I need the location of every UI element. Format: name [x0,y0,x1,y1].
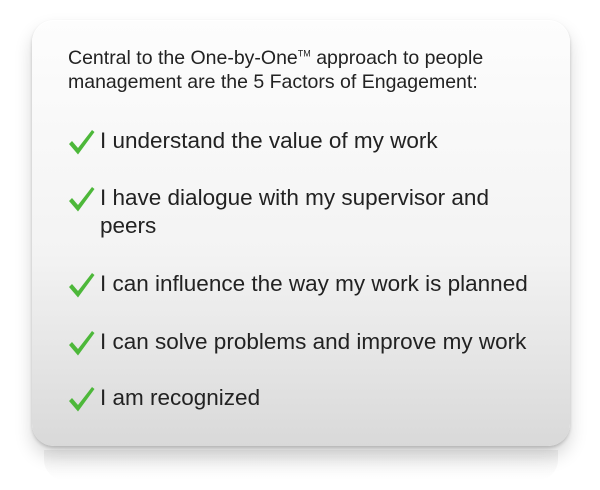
intro-text: Central to the One-by-OneTM approach to … [68,46,558,94]
factor-item-dialogue: I have dialogue with my supervisor and p… [66,184,566,240]
checkmark-icon [69,187,95,212]
checkmark-icon [69,273,95,298]
factor-item-value: I understand the value of my work [66,127,566,157]
trademark-symbol: TM [297,48,311,59]
factor-item-recognized: I am recognized [66,384,566,414]
intro-line2: management are the 5 Factors of Engageme… [68,71,478,93]
factor-label: I can solve problems and improve my work [100,329,527,354]
factor-label: I understand the value of my work [100,128,438,153]
factor-item-influence: I can influence the way my work is plann… [66,270,566,300]
intro-line1-prefix: Central to the One-by-One [68,47,298,69]
checkmark-icon [69,130,95,155]
factor-label: I have dialogue with my supervisor and p… [100,185,489,238]
info-card [32,20,570,446]
card-reflection [44,450,558,480]
factor-item-solve: I can solve problems and improve my work [66,328,566,358]
factor-label: I am recognized [100,385,261,410]
checkmark-icon [69,331,95,356]
factor-label: I can influence the way my work is plann… [100,271,528,296]
checkmark-icon [69,387,95,412]
intro-line1-suffix: approach to people [310,47,484,69]
